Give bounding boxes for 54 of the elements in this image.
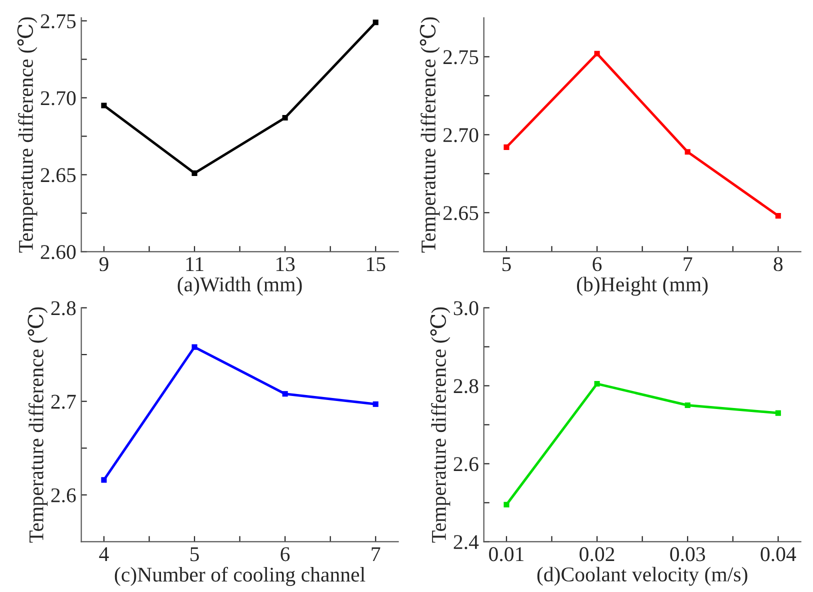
y-tick-label: 2.8 bbox=[454, 379, 478, 394]
point bbox=[684, 149, 690, 155]
x-tick-label: 0.03 bbox=[670, 547, 706, 562]
point bbox=[504, 502, 510, 508]
y-axis-title: Temperature difference (℃) bbox=[17, 17, 38, 253]
x-tick-label: 15 bbox=[367, 257, 386, 272]
point bbox=[101, 102, 107, 108]
x-tick-label: 0.04 bbox=[760, 547, 796, 562]
x-tick-label: 7 bbox=[372, 547, 380, 561]
y-axis-title: Temperature difference (℃) bbox=[430, 307, 450, 543]
y-tick-label: 2.65 bbox=[40, 168, 76, 182]
y-tick-label: 2.75 bbox=[40, 14, 76, 28]
x-tick-label: 8 bbox=[774, 257, 783, 272]
point bbox=[192, 344, 198, 350]
point bbox=[372, 20, 378, 26]
point bbox=[192, 170, 198, 176]
y-tick-label: 3.0 bbox=[454, 301, 478, 316]
x-tick-label: 4 bbox=[99, 547, 109, 561]
x-tick-label: 5 bbox=[502, 257, 511, 272]
y-tick-label: 2.8 bbox=[51, 301, 76, 316]
point bbox=[282, 391, 288, 397]
point bbox=[684, 402, 690, 408]
y-tick-label: 2.6 bbox=[51, 488, 76, 502]
point bbox=[775, 410, 781, 416]
x-axis-title: (c)Number of cooling channel bbox=[114, 566, 366, 586]
y-tick-label: 2.7 bbox=[51, 394, 76, 409]
y-axis-title: Temperature difference (℃) bbox=[28, 307, 48, 543]
point bbox=[775, 213, 781, 219]
x-axis-title: (b)Height (mm) bbox=[576, 276, 708, 296]
point bbox=[504, 144, 510, 150]
point bbox=[101, 477, 107, 483]
point bbox=[594, 50, 600, 56]
x-tick-label: 9 bbox=[99, 257, 108, 272]
y-tick-label: 2.65 bbox=[443, 206, 478, 220]
x-tick-label: 6 bbox=[592, 257, 602, 272]
y-tick-label: 2.70 bbox=[40, 91, 76, 106]
x-tick-label: 6 bbox=[280, 547, 290, 562]
point bbox=[594, 381, 600, 387]
y-tick-label: 2.75 bbox=[443, 50, 478, 64]
x-axis-title: (d)Coolant velocity (m/s) bbox=[537, 566, 748, 586]
y-tick-label: 2.4 bbox=[454, 535, 479, 550]
x-tick-label: 7 bbox=[684, 257, 692, 271]
point bbox=[372, 401, 378, 407]
x-tick-label: 0.01 bbox=[489, 547, 524, 562]
y-tick-label: 2.6 bbox=[454, 457, 478, 472]
x-tick-label: 13 bbox=[276, 257, 295, 272]
y-axis-title: Temperature difference (℃) bbox=[420, 17, 440, 253]
point bbox=[282, 115, 288, 121]
y-tick-label: 2.70 bbox=[443, 128, 478, 142]
x-tick-label: 0.02 bbox=[580, 547, 614, 562]
x-axis-title: (a)Width (mm) bbox=[178, 276, 302, 296]
x-tick-label: 5 bbox=[190, 547, 199, 562]
y-tick-label: 2.60 bbox=[40, 245, 76, 260]
x-tick-label: 11 bbox=[186, 257, 204, 271]
